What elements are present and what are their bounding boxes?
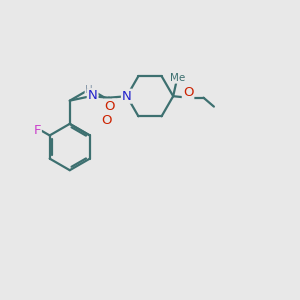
Text: O: O (105, 100, 115, 112)
Text: H: H (85, 85, 93, 95)
Text: O: O (101, 114, 112, 127)
Text: F: F (33, 124, 41, 137)
Text: O: O (183, 86, 193, 99)
Text: N: N (122, 90, 132, 103)
Text: N: N (88, 89, 98, 102)
Text: Me: Me (170, 73, 185, 83)
